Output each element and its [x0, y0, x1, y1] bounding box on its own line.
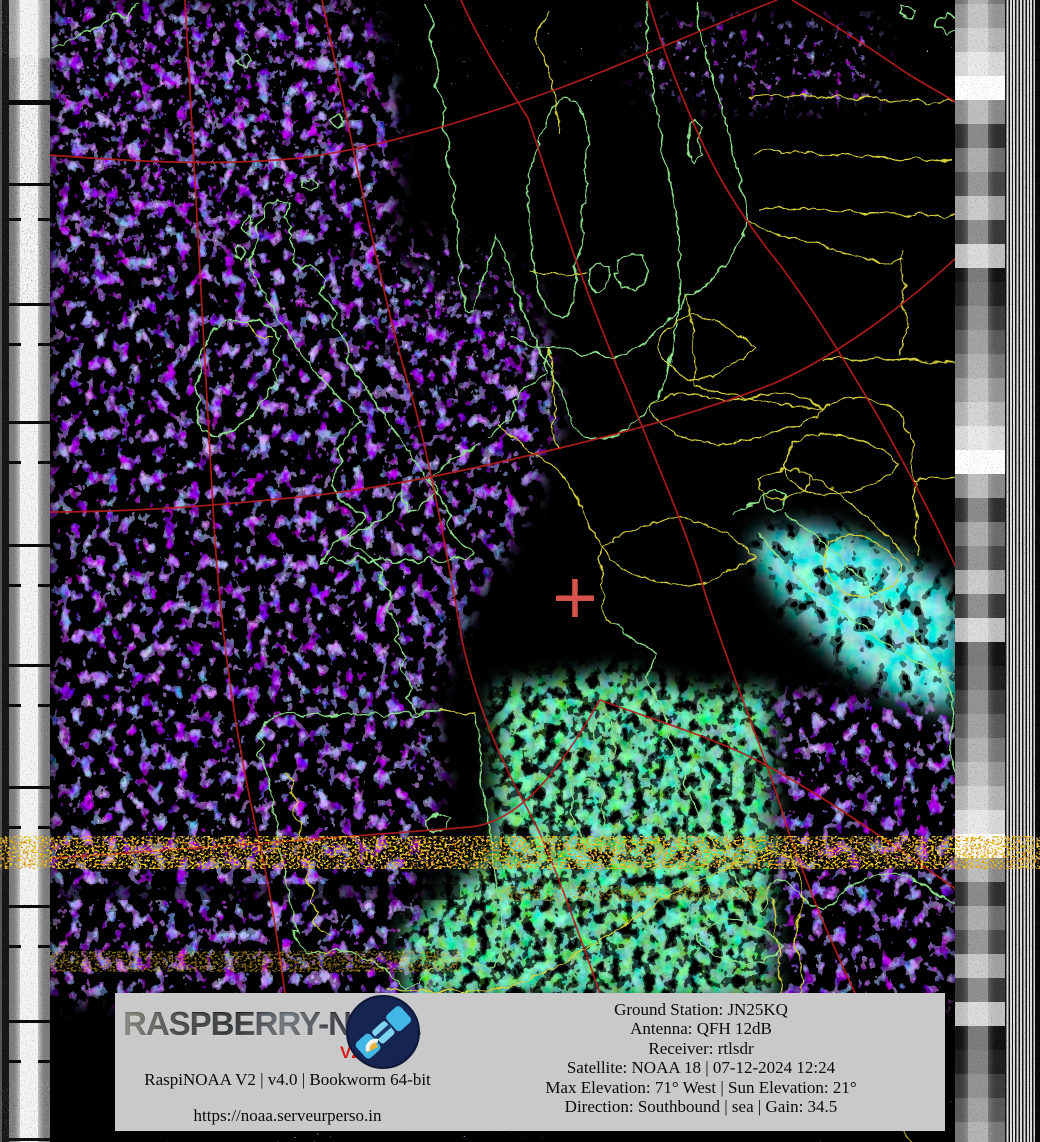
satellite-line: Satellite: NOAA 18 | 07-12-2024 12:24 [566, 1058, 836, 1078]
interference-bands [0, 836, 1040, 972]
antenna-line: Antenna: QFH 12dB [630, 1019, 772, 1039]
station-url: https://noaa.serveurperso.in [193, 1106, 382, 1125]
receiver-line: Receiver: rtlsdr [648, 1038, 754, 1058]
elevation-line: Max Elevation: 71° West | Sun Elevation:… [545, 1077, 857, 1097]
ground-station-line: Ground Station: JN25KQ [614, 1000, 788, 1019]
direction-line: Direction: Southbound | sea | Gain: 34.5 [564, 1097, 838, 1117]
banner-left: RASPBERRY-NOAA V2 RaspiNOAA V2 | v4.0 | … [115, 993, 475, 1131]
red-cross-icon [556, 579, 594, 617]
build-info: RaspiNOAA V2 | v4.0 | Bookworm 64-bit [144, 1070, 431, 1089]
banner-right: Ground Station: JN25KQ Antenna: QFH 12dB… [475, 1000, 927, 1116]
coastlines [50, 0, 955, 990]
satellite-icon [346, 995, 420, 1069]
info-banner: RASPBERRY-NOAA V2 RaspiNOAA V2 | v4.0 | … [115, 993, 945, 1131]
